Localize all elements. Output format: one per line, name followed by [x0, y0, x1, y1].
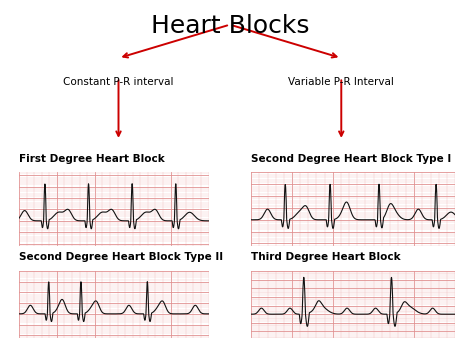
Text: Variable P-R Interval: Variable P-R Interval — [288, 77, 394, 87]
Text: Third Degree Heart Block: Third Degree Heart Block — [251, 252, 401, 262]
Text: Constant P-R interval: Constant P-R interval — [63, 77, 174, 87]
Text: Heart Blocks: Heart Blocks — [151, 14, 309, 38]
Text: First Degree Heart Block: First Degree Heart Block — [19, 154, 164, 164]
Text: Second Degree Heart Block Type I: Second Degree Heart Block Type I — [251, 154, 451, 164]
Text: Second Degree Heart Block Type II: Second Degree Heart Block Type II — [19, 252, 223, 262]
